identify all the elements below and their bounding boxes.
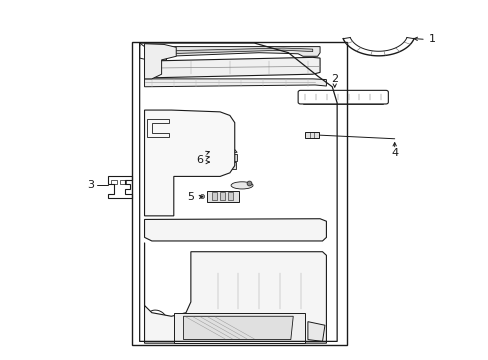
Polygon shape (144, 57, 320, 78)
Bar (212, 154, 217, 160)
Bar (305, 132, 319, 138)
Text: 2: 2 (330, 74, 338, 84)
Bar (132, 42, 346, 345)
Polygon shape (144, 44, 176, 79)
Bar (206, 191, 238, 202)
Bar (227, 154, 232, 160)
Ellipse shape (231, 182, 252, 189)
Polygon shape (307, 321, 325, 341)
Polygon shape (207, 149, 237, 152)
Polygon shape (144, 243, 326, 343)
Text: 3: 3 (87, 180, 94, 190)
Bar (111, 180, 117, 184)
Polygon shape (144, 79, 326, 87)
Polygon shape (173, 313, 305, 343)
Bar (207, 154, 237, 161)
Text: 6: 6 (196, 154, 203, 165)
Polygon shape (149, 48, 312, 54)
Bar (228, 192, 233, 200)
Bar (220, 192, 224, 200)
Polygon shape (144, 219, 326, 241)
Polygon shape (183, 316, 293, 339)
Ellipse shape (198, 225, 251, 235)
Bar (220, 154, 224, 160)
Bar (208, 162, 235, 169)
Bar (120, 180, 125, 184)
Text: 1: 1 (428, 35, 435, 44)
Bar (211, 192, 216, 200)
Text: 5: 5 (187, 192, 194, 202)
Polygon shape (144, 110, 234, 216)
Polygon shape (144, 46, 320, 56)
Text: 4: 4 (390, 148, 397, 158)
